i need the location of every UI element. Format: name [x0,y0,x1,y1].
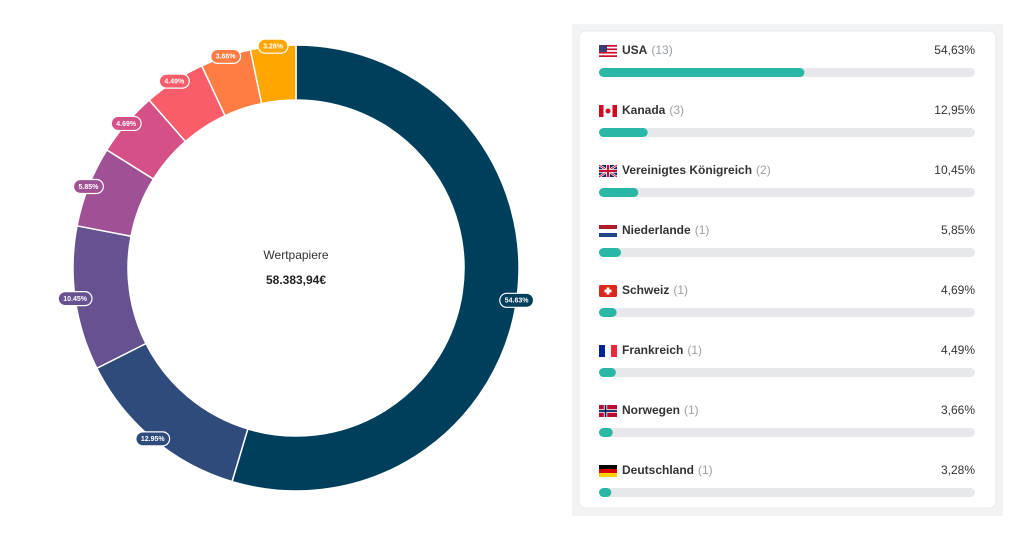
data-label-text: 4.49% [164,78,185,85]
flag-part [599,233,617,237]
country-count: (2) [756,163,771,177]
bar [599,308,617,317]
flag-part [599,45,607,52]
country-count: (1) [687,343,702,357]
flag-part [599,469,617,473]
bar-track [599,248,975,257]
donut-total: 58.383,94€ [266,273,326,287]
percent-label: 54,63% [934,43,975,57]
country-name: Norwegen [622,403,680,417]
flag-part [599,405,617,417]
country-name: Schweiz [622,283,669,297]
bar-track [599,428,975,437]
bar [599,128,648,137]
flag-part [599,473,617,477]
country-row: Norwegen (1) 3,66% [599,403,975,437]
data-label-pill [257,38,289,54]
country-count: (1) [673,283,688,297]
data-label-text: 54.63% [505,298,530,305]
data-label-pill [499,292,535,308]
flag-part [604,289,612,293]
bar-track [599,308,975,317]
data-label-pill [72,178,104,195]
donut-segment [231,44,520,492]
card [578,30,997,509]
country-row: USA (13) 54,63% [599,43,975,77]
data-label: 12.95% [135,431,171,447]
bar [599,68,805,77]
bar-track [599,128,975,137]
data-label: 3.66% [210,48,242,64]
flag-part [605,108,611,114]
country-count: (1) [695,223,710,237]
country-name: Kanada [622,103,666,117]
country-name: Deutschland [622,463,694,477]
country-name: USA [622,43,648,57]
flag-part [605,345,611,357]
country-count: (13) [651,43,672,57]
data-label-text: 5.85% [78,184,99,191]
data-label: 5.85% [72,178,104,195]
bar-track [599,368,975,377]
flag-part [599,48,617,51]
country-row: Frankreich (1) 4,49% [599,343,975,377]
flag-part [599,465,617,469]
flag-part [599,225,617,229]
data-label-text: 3.66% [216,54,237,61]
data-label-pill [110,115,142,132]
data-label-text: 12.95% [141,436,166,443]
country-name: Vereinigtes Königreich [622,163,752,177]
country-row: Kanada (3) 12,95% [599,103,975,137]
data-label-text: 4.69% [116,121,137,128]
data-label: 4.49% [158,73,190,89]
data-label: 10.45% [57,291,93,307]
percent-label: 5,85% [941,223,975,237]
bar [599,368,616,377]
country-name: Niederlande [622,223,691,237]
country-row: Vereinigtes Königreich (2) 10,45% [598,163,975,197]
data-label-pill [135,431,171,447]
donut-title: Wertpapiere [263,248,328,262]
data-label-pill [210,48,242,64]
donut-segment [95,342,249,483]
flag-part [599,51,617,54]
data-label-text: 10.45% [63,296,88,303]
country-name: Frankreich [622,343,683,357]
bar [599,488,612,497]
flag-part [599,55,617,57]
percent-label: 4,69% [941,283,975,297]
data-label: 54.63% [499,292,535,308]
country-row: Niederlande (1) 5,85% [599,223,975,257]
percent-label: 12,95% [934,103,975,117]
country-count: (1) [698,463,713,477]
country-row: Schweiz (1) 4,69% [599,283,975,317]
percent-label: 4,49% [941,343,975,357]
bar [599,188,639,197]
flag-part [599,229,617,233]
data-label-pill [57,291,93,307]
bar-track [599,488,975,497]
percent-label: 10,45% [934,163,975,177]
percent-label: 3,66% [941,403,975,417]
flag-part [611,345,617,357]
flag-part [599,165,617,177]
country-count: (3) [669,103,684,117]
data-label-pill [158,73,190,89]
data-label-text: 3.28% [263,44,284,51]
flag-part [599,345,605,357]
country-row: Deutschland (1) 3,28% [599,463,975,497]
flag-part [599,45,617,47]
country-count: (1) [684,403,699,417]
bar-track [599,188,975,197]
data-label: 3.28% [257,38,289,54]
data-label: 4.69% [110,115,142,132]
bar [599,248,621,257]
percent-label: 3,28% [941,463,975,477]
bar [599,428,613,437]
